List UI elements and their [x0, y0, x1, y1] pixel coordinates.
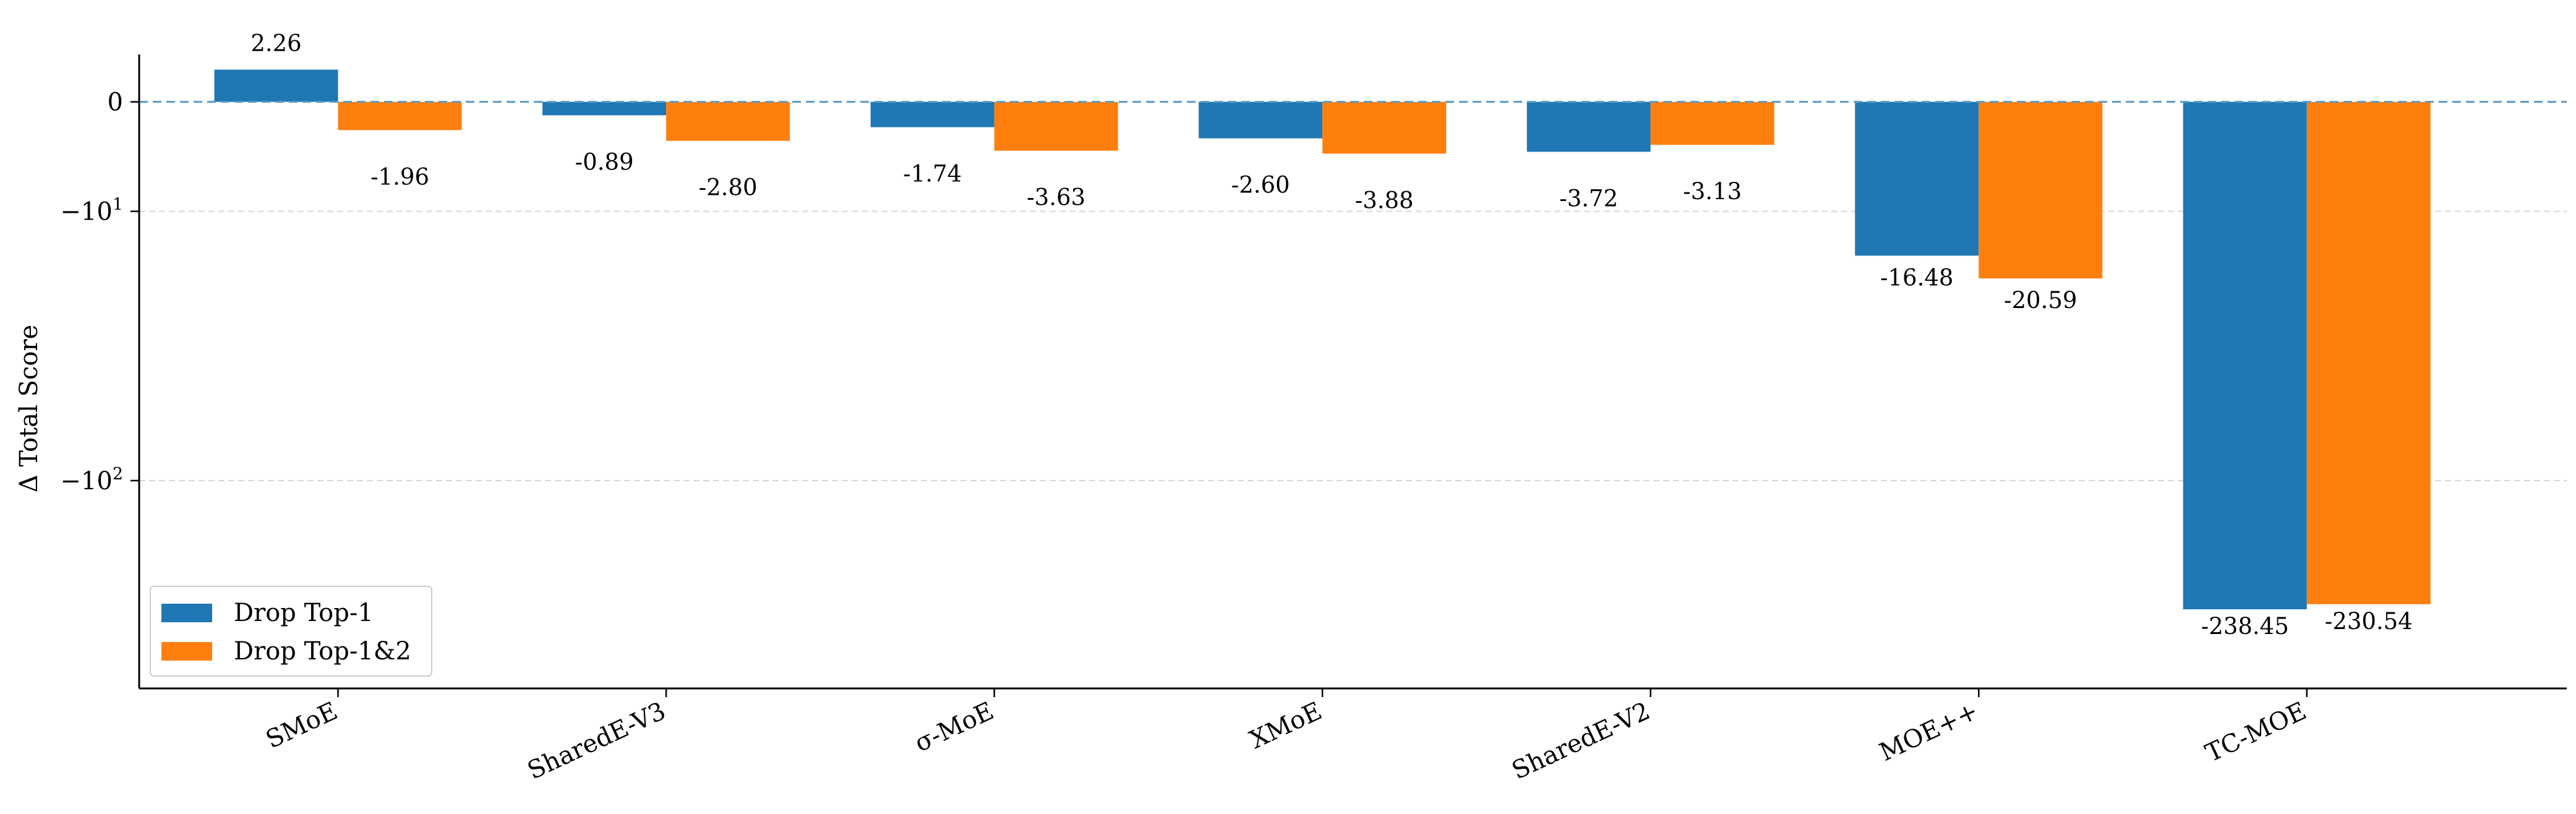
bar-value-label: -20.59	[2004, 287, 2077, 314]
grid-lines	[139, 210, 2567, 482]
bar-value-label: -238.45	[2201, 613, 2289, 640]
bar-value-label: -3.63	[1027, 184, 1085, 211]
x-tick-label: MOE++	[1875, 696, 1982, 767]
legend-label: Drop Top-1	[234, 599, 374, 627]
x-tick-label: σ-MoE	[910, 696, 998, 758]
bar	[1855, 101, 1979, 256]
bar-value-label: -2.80	[699, 174, 758, 201]
bar	[1526, 101, 1651, 152]
bar-value-label: -3.13	[1683, 178, 1742, 205]
x-tick-label: SMoE	[262, 696, 342, 754]
x-tick-label: SharedE-V2	[1508, 696, 1654, 785]
x-ticks: SMoE SharedE-V3 σ-MoE XMoE SharedE-V2 MOE++ TC…	[262, 688, 2311, 786]
bar	[994, 101, 1118, 151]
bar-value-label: -2.60	[1231, 172, 1290, 199]
legend: Drop Top-1 Drop Top-1&2	[150, 586, 432, 677]
legend-label: Drop Top-1&2	[234, 637, 411, 666]
bar-value-labels: 2.26 -1.96 -0.89 -2.80 -1.74 -3.63 -2.60 -3.88 -…	[250, 30, 2412, 640]
bar	[1650, 101, 1774, 145]
bar-value-label: -16.48	[1880, 264, 1953, 291]
bar	[870, 101, 995, 127]
bar-value-label: -3.72	[1559, 185, 1618, 212]
bar-value-label: -230.54	[2325, 608, 2413, 635]
axes	[138, 54, 2567, 690]
y-axis-title: Δ Total Score	[15, 325, 43, 492]
bar-value-label: -0.89	[575, 148, 634, 175]
legend-swatch	[161, 642, 212, 661]
y-tick-label: −102	[60, 465, 123, 495]
y-ticks: 0 −101 −102	[60, 88, 139, 495]
bar	[1322, 101, 1447, 154]
x-tick-label: SharedE-V3	[523, 696, 670, 785]
bar	[666, 101, 790, 141]
legend-swatch	[161, 604, 212, 622]
y-tick-label: −101	[60, 195, 123, 226]
bar	[1199, 101, 1323, 139]
bar	[542, 101, 667, 116]
bar	[2183, 101, 2307, 610]
x-tick-label: TC-MOE	[2201, 696, 2311, 768]
bar	[338, 101, 462, 131]
bar	[2306, 101, 2431, 604]
x-tick-label: XMoE	[1246, 696, 1327, 755]
bars	[214, 69, 2431, 610]
bar-value-label: -1.96	[370, 163, 429, 190]
legend-box	[150, 586, 432, 677]
bar-value-label: 2.26	[250, 30, 301, 57]
bar-value-label: -1.74	[903, 161, 962, 187]
y-tick-label: 0	[108, 88, 123, 117]
bar	[1979, 101, 2103, 279]
bar-value-label: -3.88	[1355, 187, 1414, 213]
bar	[214, 69, 338, 102]
